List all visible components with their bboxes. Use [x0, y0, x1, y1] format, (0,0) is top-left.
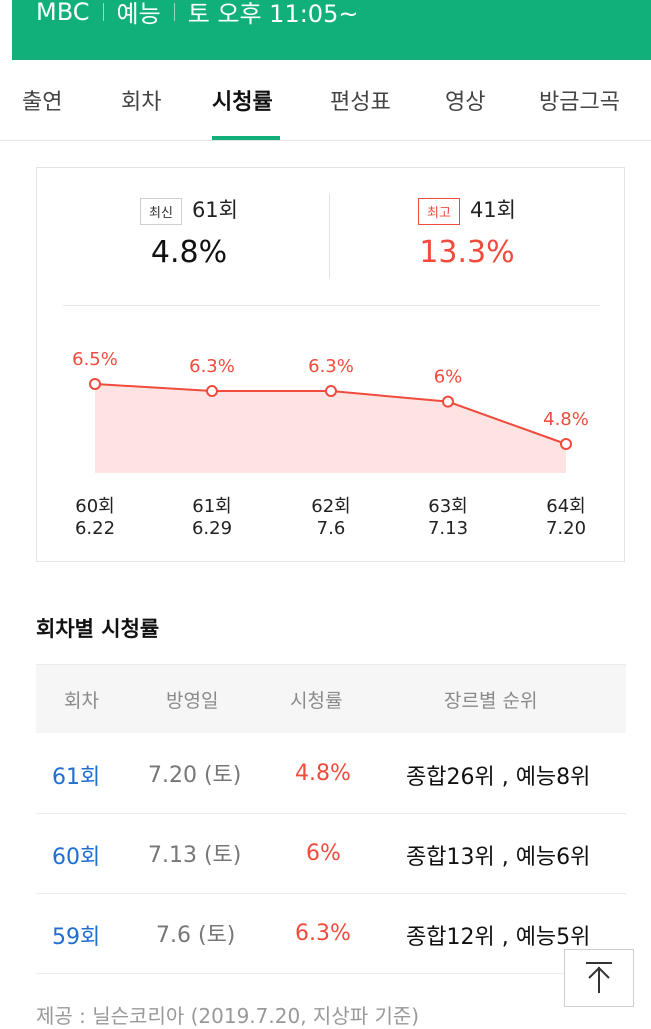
genre-rank: 종합26위 , 예능8위	[406, 765, 591, 790]
chart-date-tick: 6.22	[74, 518, 116, 539]
genre-rank: 종합13위 , 예능6위	[406, 845, 591, 870]
tab-episodes[interactable]: 회차	[121, 90, 162, 115]
chart-data-label: 6%	[434, 367, 463, 388]
table-row: 61회 7.20 (토) 4.8% 종합26위 , 예능8위	[36, 733, 626, 814]
channel-label: MBC	[36, 0, 90, 26]
chart-point	[89, 378, 101, 390]
air-date: 7.13 (토)	[148, 843, 242, 868]
table-row: 59회 7.6 (토) 6.3% 종합12위 , 예능5위	[36, 893, 626, 974]
tab-video[interactable]: 영상	[445, 90, 486, 115]
latest-summary: 최신 61회 4.8%	[99, 194, 279, 270]
data-source-note: 제공 : 닐슨코리아 (2019.7.20, 지상파 기준)	[36, 1004, 420, 1028]
tab-cast[interactable]: 출연	[22, 90, 63, 115]
summary-divider	[329, 194, 330, 278]
tab-schedule[interactable]: 편성표	[330, 90, 391, 115]
genre-rank: 종합12위 , 예능5위	[406, 925, 591, 950]
chart-data-label: 6.3%	[308, 356, 354, 377]
episode-link[interactable]: 59회	[52, 925, 101, 950]
episode-link[interactable]: 61회	[52, 765, 101, 790]
highest-badge: 최고	[418, 198, 460, 225]
table-title: 회차별 시청률	[36, 617, 160, 641]
meta-divider	[102, 2, 104, 21]
chart-date-tick: 7.13	[427, 518, 469, 539]
air-date: 7.20 (토)	[148, 763, 242, 788]
scroll-top-button[interactable]	[564, 949, 634, 1007]
chart-area-fill	[95, 384, 566, 473]
header-rating: 시청률	[290, 690, 343, 712]
rating-value: 6.3%	[295, 921, 351, 946]
card-divider	[63, 305, 600, 306]
chart-point	[560, 438, 572, 450]
latest-episode: 61회	[191, 198, 238, 222]
highest-summary: 최고 41회 13.3%	[377, 194, 557, 270]
schedule-label: 토 오후 11:05~	[187, 0, 359, 28]
rating-trend-chart: 6.5% 6.3% 6.3% 6% 4.8%	[72, 349, 589, 473]
chart-date-tick: 7.20	[545, 518, 587, 539]
chart-data-label: 6.5%	[72, 349, 118, 370]
chart-episode-tick: 62회	[311, 496, 351, 517]
chart-episode-tick: 61회	[192, 496, 232, 517]
meta-divider	[173, 2, 175, 21]
air-date: 7.6 (토)	[156, 923, 236, 948]
chart-x-tick-label: 62회 7.6	[291, 496, 371, 540]
genre-label: 예능	[116, 0, 161, 28]
highest-rating: 13.3%	[419, 235, 515, 270]
active-tab-indicator	[212, 136, 280, 140]
header-date: 방영일	[166, 690, 219, 712]
latest-rating: 4.8%	[150, 235, 228, 270]
chart-x-tick-label: 64회 7.20	[526, 496, 606, 540]
header-rank: 장르별 순위	[444, 690, 538, 712]
tab-bar: 출연 회차 시청률 편성표 영상 방금그곡	[0, 60, 651, 141]
rating-card: 최신 61회 4.8% 최고 41회 13.3% 6.5% 6.3% 6.3% 6% 4.8…	[36, 167, 625, 562]
rating-value: 4.8%	[295, 761, 351, 786]
tab-songs[interactable]: 방금그곡	[539, 90, 620, 115]
arrow-up-icon	[586, 962, 612, 993]
chart-data-label: 6.3%	[189, 356, 235, 377]
chart-date-tick: 6.29	[191, 518, 233, 539]
chart-x-tick-label: 60회 6.22	[55, 496, 135, 540]
chart-point	[325, 385, 337, 398]
table-header: 회차 방영일 시청률 장르별 순위	[36, 664, 626, 733]
chart-data-label: 4.8%	[543, 409, 589, 430]
program-header: MBC 예능 토 오후 11:05~	[12, 0, 651, 60]
program-meta: MBC 예능 토 오후 11:05~	[36, 0, 358, 29]
chart-x-tick-label: 63회 7.13	[408, 496, 488, 540]
chart-episode-tick: 60회	[75, 496, 115, 517]
chart-episode-tick: 64회	[546, 496, 586, 517]
chart-point	[442, 395, 454, 408]
tab-ratings[interactable]: 시청률	[212, 90, 273, 115]
header-episode: 회차	[64, 690, 99, 712]
episode-link[interactable]: 60회	[52, 845, 101, 870]
chart-date-tick: 7.6	[316, 518, 346, 539]
highest-episode: 41회	[469, 198, 516, 222]
chart-point	[206, 385, 218, 398]
latest-badge: 최신	[140, 198, 182, 225]
table-row: 60회 7.13 (토) 6% 종합13위 , 예능6위	[36, 813, 626, 894]
chart-episode-tick: 63회	[428, 496, 468, 517]
chart-x-tick-label: 61회 6.29	[172, 496, 252, 540]
rating-value: 6%	[306, 841, 341, 866]
